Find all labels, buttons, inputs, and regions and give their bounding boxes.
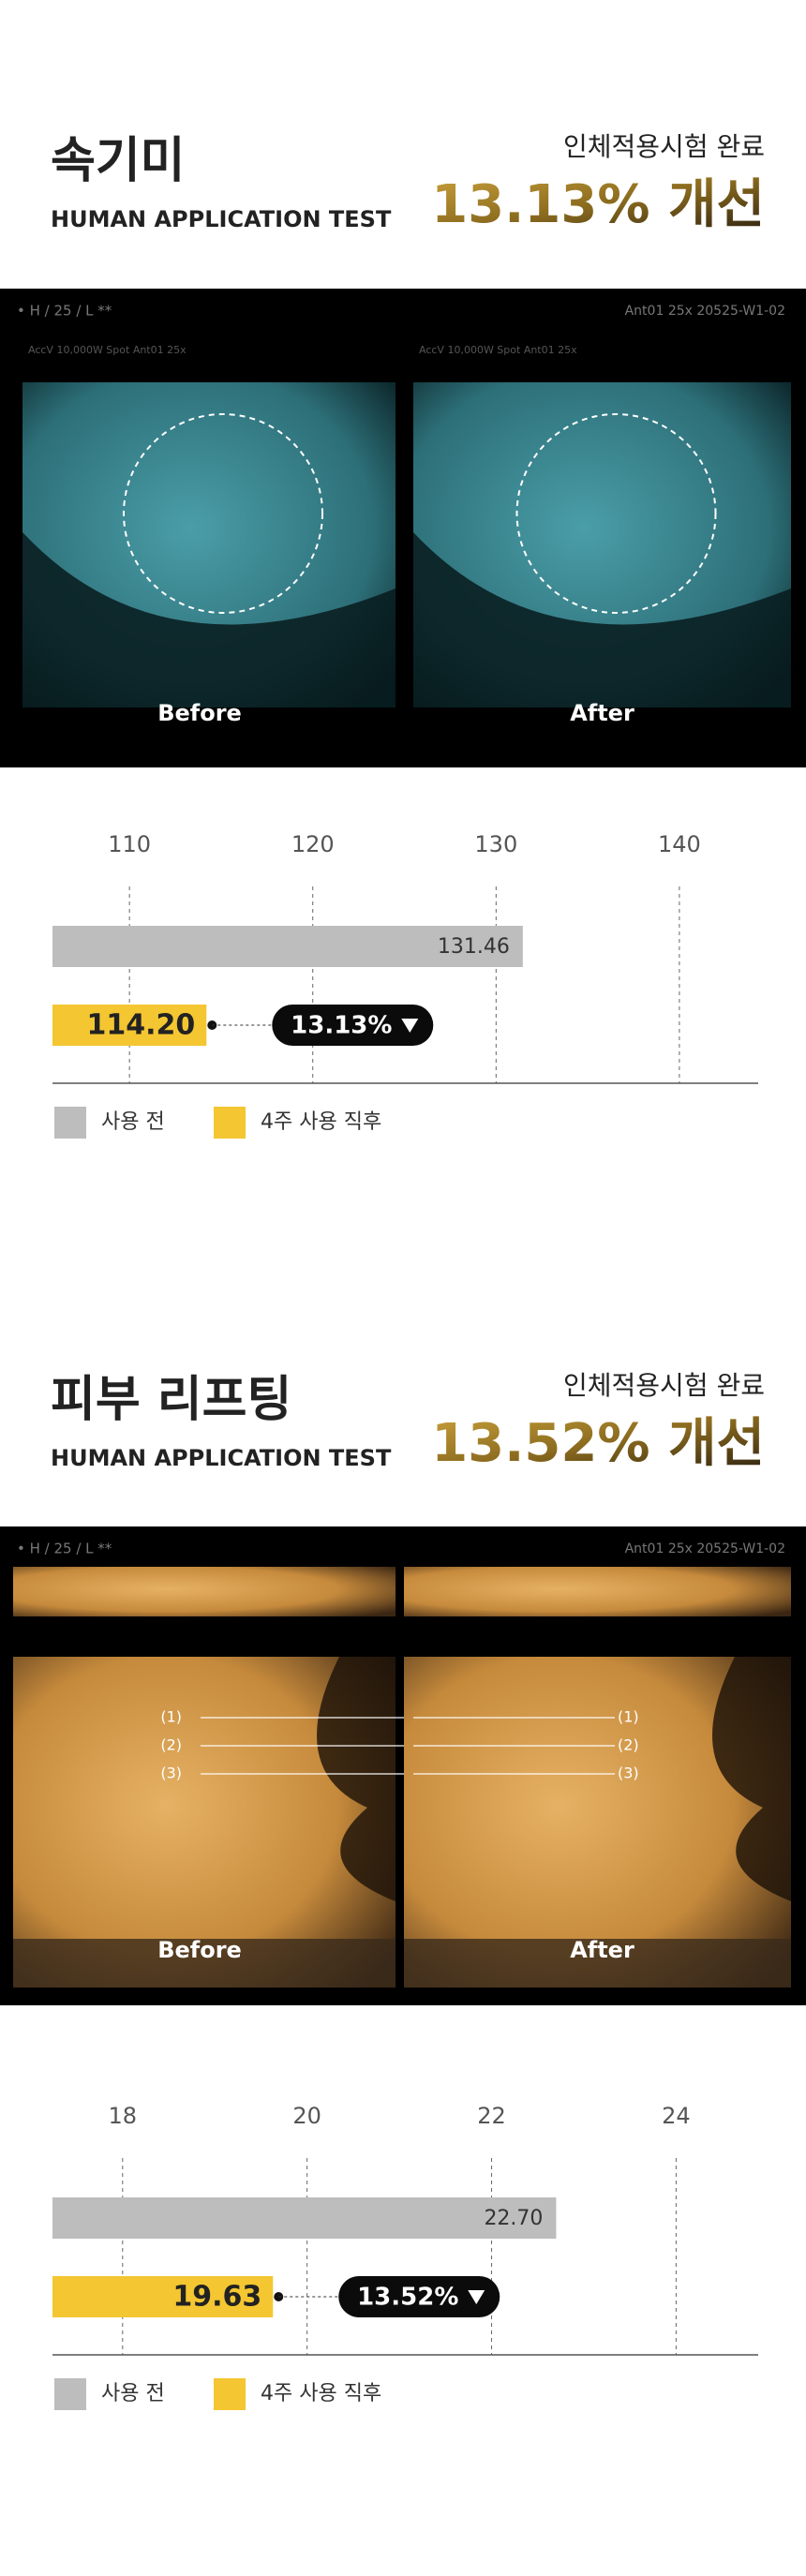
face-strip [404, 1567, 791, 1616]
change-badge [338, 2276, 500, 2317]
marker-label: (3) [160, 1764, 182, 1782]
x-tick-label: 20 [292, 2103, 321, 2129]
result: 13.52% 개선 [431, 1413, 765, 1474]
bar [52, 2197, 557, 2239]
marker-label: (1) [160, 1708, 182, 1726]
photo-label: After [570, 1937, 634, 1963]
marker-label: (3) [618, 1764, 639, 1782]
photo-meta: Ant01 25x 20525-W1-02 [625, 304, 785, 319]
x-tick-label: 130 [474, 831, 517, 857]
value-label: 131.46 [438, 935, 510, 959]
photo-meta: Ant01 25x 20525-W1-02 [625, 1541, 785, 1556]
legend-label: 사용 전 [101, 2382, 165, 2405]
bar [52, 2276, 274, 2317]
x-tick-label: 110 [108, 831, 151, 857]
value-label: 22.70 [484, 2207, 543, 2230]
change-badge [272, 1005, 434, 1046]
photo-label: Before [157, 700, 242, 726]
legend-label: 4주 사용 직후 [261, 2382, 381, 2405]
marker-label: (1) [618, 1708, 639, 1726]
marker-label: (2) [618, 1736, 639, 1754]
down-arrow [401, 1019, 419, 1033]
section-title: 피부 리프팅 [51, 1372, 291, 1428]
change-label: 13.13% [291, 1012, 392, 1040]
photo-label: After [570, 700, 634, 726]
photo-label: Before [157, 1937, 242, 1963]
bar [52, 926, 523, 967]
x-tick-label: 140 [658, 831, 701, 857]
x-tick-label: 18 [109, 2103, 138, 2129]
test-label: 인체적용시험 완료 [563, 1370, 765, 1401]
legend-swatch [54, 1107, 86, 1139]
section-subtitle: HUMAN APPLICATION TEST [51, 1445, 392, 1471]
marker-label: (2) [160, 1736, 182, 1754]
x-tick-label: 120 [291, 831, 335, 857]
test-label: 인체적용시험 완료 [563, 131, 765, 162]
result: 13.13% 개선 [431, 174, 765, 235]
value-label: 114.20 [87, 1009, 196, 1042]
down-arrow [468, 2290, 485, 2304]
legend-swatch [214, 1107, 246, 1139]
legend-label: 4주 사용 직후 [261, 1110, 381, 1134]
legend-swatch [54, 2378, 86, 2410]
section-title: 속기미 [51, 133, 186, 189]
section-subtitle: HUMAN APPLICATION TEST [51, 206, 392, 232]
face-shadow [712, 1657, 791, 1901]
photo-caption: AccV 10,000W Spot Ant01 25x [419, 344, 577, 356]
face-strip [13, 1567, 396, 1616]
x-tick-label: 22 [477, 2103, 506, 2129]
photo-meta: • H / 25 / L ** [17, 303, 112, 320]
focus-circle [515, 413, 717, 614]
x-tick-label: 24 [662, 2103, 691, 2129]
floor [13, 1939, 396, 1988]
legend-swatch [214, 2378, 246, 2410]
jaw-shadow [413, 532, 791, 707]
focus-circle [123, 413, 323, 614]
legend-label: 사용 전 [101, 1110, 165, 1134]
photo-caption: AccV 10,000W Spot Ant01 25x [28, 344, 187, 356]
photo-meta: • H / 25 / L ** [17, 1541, 112, 1557]
value-label: 19.63 [172, 2281, 261, 2314]
jaw-shadow [22, 532, 396, 707]
change-label: 13.52% [357, 2284, 458, 2312]
floor [404, 1939, 791, 1988]
bar [52, 1005, 207, 1046]
